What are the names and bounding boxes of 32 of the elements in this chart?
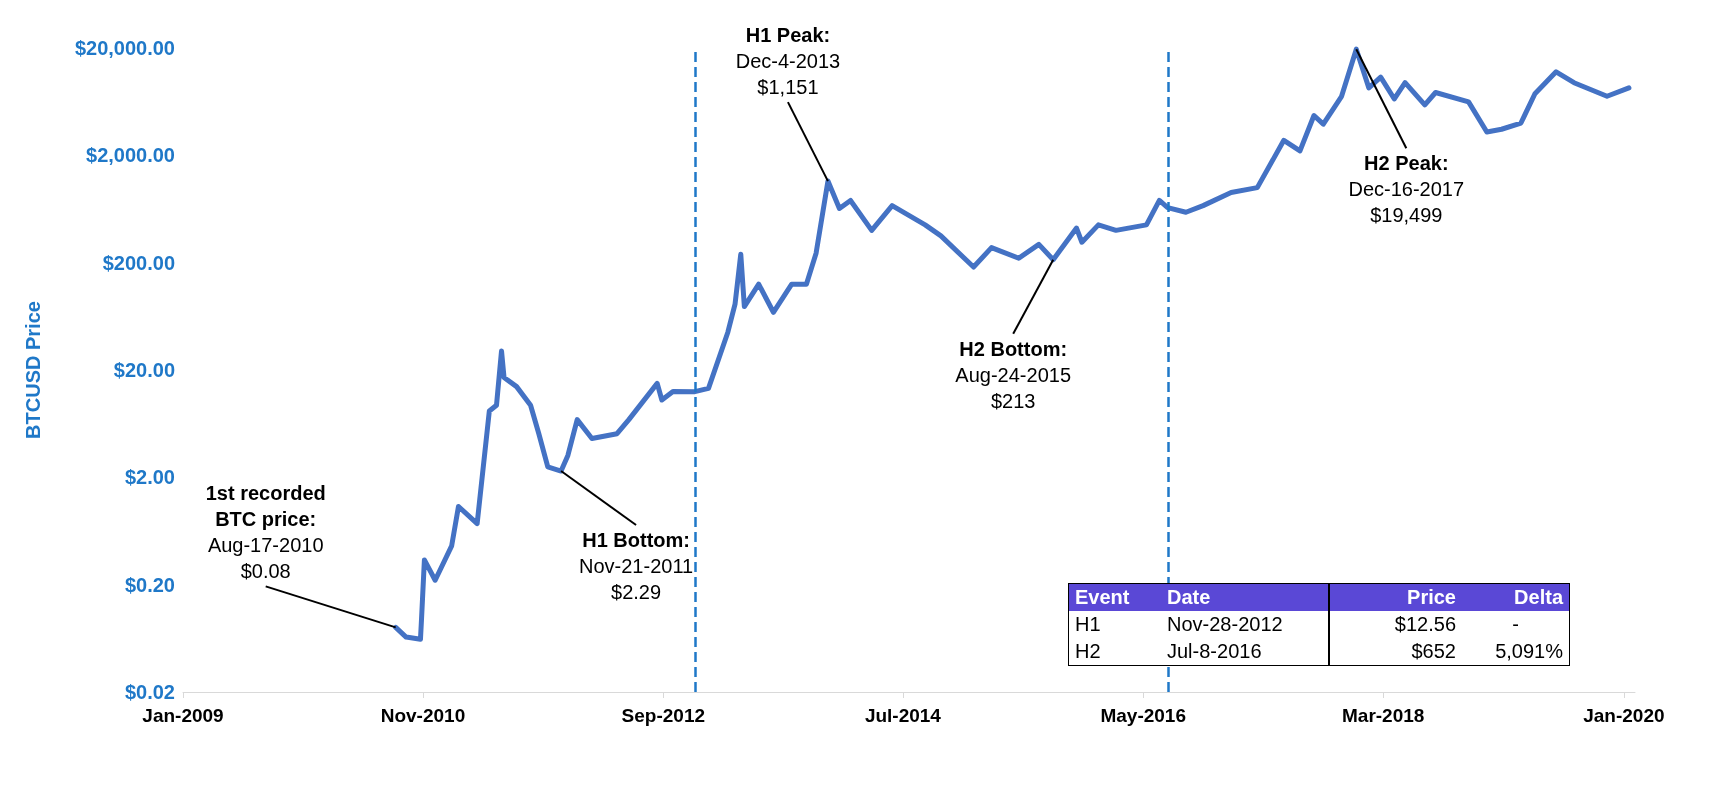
- x-tick-label: Jul-2014: [864, 705, 942, 726]
- annotation: H1 Bottom: Nov-21-2011 $2.29: [578, 529, 694, 604]
- annotation: H2: [1068, 638, 1161, 666]
- y-tick-label: $0.20: [124, 573, 175, 596]
- annotation: 5,091%: [1462, 638, 1570, 666]
- x-tick-label: Jan-2020: [1583, 705, 1665, 726]
- annotation: Date: [1161, 583, 1329, 611]
- x-tick-label: Mar-2018: [1342, 705, 1425, 726]
- y-tick-label: $20,000.00: [74, 37, 175, 59]
- annotation: H1: [1068, 611, 1161, 638]
- y-tick-label: $20.00: [113, 359, 175, 381]
- x-tick-label: Sep-2012: [621, 705, 706, 726]
- annotation: -: [1462, 611, 1570, 638]
- annotation: Event: [1068, 583, 1161, 611]
- annotation: H2 Peak: Dec-16-2017 $19,499: [1348, 152, 1465, 227]
- annotation: H1 Peak: Dec-4-2013 $1,151: [735, 24, 841, 99]
- annotation: Price: [1329, 583, 1462, 611]
- annotation: $652: [1329, 638, 1462, 666]
- x-tick-label: Jan-2009: [142, 705, 224, 726]
- y-tick-label: $2,000.00: [86, 144, 175, 167]
- annotation: $12.56: [1329, 611, 1462, 638]
- y-tick-label: $2.00: [124, 466, 175, 489]
- annotation: 1st recorded BTC price: Aug-17-2010 $0.08: [205, 482, 326, 583]
- annotation: Jul-8-2016: [1161, 638, 1329, 666]
- y-tick-label: $200.00: [102, 251, 175, 274]
- y-axis-title: BTCUSD Price: [22, 301, 44, 439]
- annotation: Delta: [1462, 583, 1570, 611]
- x-tick-label: May-2016: [1100, 705, 1187, 726]
- annotation: H2 Bottom: Aug-24-2015 $213: [955, 337, 1072, 412]
- x-tick-label: Nov-2010: [380, 705, 466, 726]
- annotation: Nov-28-2012: [1161, 611, 1329, 638]
- y-tick-label: $0.02: [124, 681, 175, 703]
